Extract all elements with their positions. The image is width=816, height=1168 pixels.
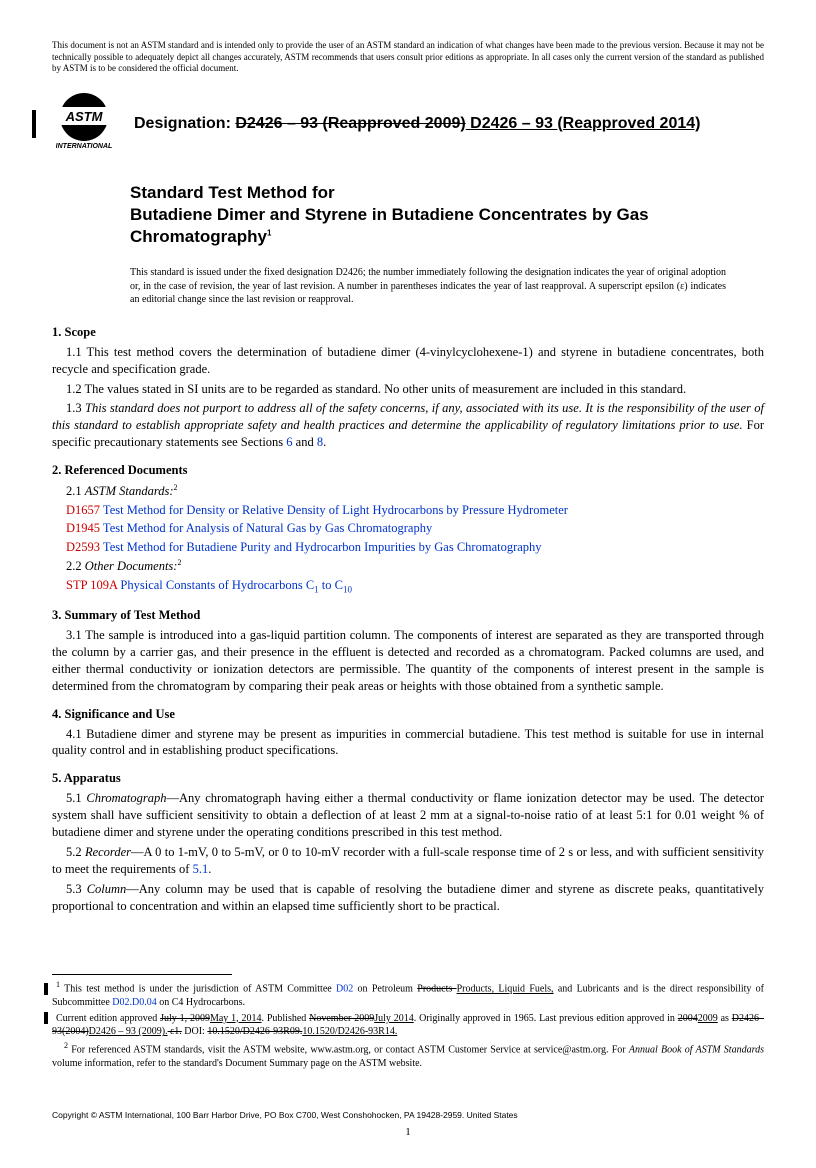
ref-d1657[interactable]: D1657 Test Method for Density or Relativ… xyxy=(52,502,764,520)
section-4-head: 4. Significance and Use xyxy=(52,707,764,722)
section-2-head: 2. Referenced Documents xyxy=(52,463,764,478)
designation-old: D2426 – 93 (Reapproved 2009) xyxy=(235,115,465,132)
designation-new: D2426 – 93 (Reapproved 2014) xyxy=(466,115,701,132)
astm-logo: ASTM INTERNATIONAL xyxy=(56,93,122,154)
ref-other-heading: 2.2 Other Documents:2 xyxy=(52,557,764,576)
footnotes-block: 1 This test method is under the jurisdic… xyxy=(52,980,764,1070)
designation-header: ASTM INTERNATIONAL Designation: D2426 – … xyxy=(52,93,764,154)
ref-stp109a[interactable]: STP 109A Physical Constants of Hydrocarb… xyxy=(52,577,764,596)
ref-d1945[interactable]: D1945 Test Method for Analysis of Natura… xyxy=(52,520,764,538)
para-5-1: 5.1 Chromatograph—Any chromatograph havi… xyxy=(52,790,764,841)
change-bar-icon xyxy=(44,1012,48,1024)
para-5-2: 5.2 Recorder—A 0 to 1-mV, 0 to 5-mV, or … xyxy=(52,844,764,878)
para-3-1: 3.1 The sample is introduced into a gas-… xyxy=(52,627,764,695)
change-bar-icon xyxy=(44,983,48,995)
para-5-3: 5.3 Column—Any column may be used that i… xyxy=(52,881,764,915)
ref-d2593[interactable]: D2593 Test Method for Butadiene Purity a… xyxy=(52,539,764,557)
standard-title: Standard Test Method for Butadiene Dimer… xyxy=(130,182,764,248)
link-d02[interactable]: D02 xyxy=(336,984,353,995)
page-number: 1 xyxy=(52,1126,764,1138)
designation-text: Designation: D2426 – 93 (Reapproved 2009… xyxy=(134,115,700,133)
section-5-head: 5. Apparatus xyxy=(52,771,764,786)
section-3-head: 3. Summary of Test Method xyxy=(52,608,764,623)
para-4-1: 4.1 Butadiene dimer and styrene may be p… xyxy=(52,726,764,760)
change-bar-icon xyxy=(32,110,36,138)
para-1-3: 1.3 This standard does not purport to ad… xyxy=(52,400,764,451)
section-1-head: 1. Scope xyxy=(52,325,764,340)
svg-text:ASTM: ASTM xyxy=(65,109,104,124)
para-1-2: 1.2 The values stated in SI units are to… xyxy=(52,381,764,398)
footnote-rule xyxy=(52,974,232,978)
header-disclaimer: This document is not an ASTM standard an… xyxy=(52,40,764,75)
link-5-1[interactable]: 5.1 xyxy=(193,862,209,876)
issued-note: This standard is issued under the fixed … xyxy=(130,266,726,307)
link-d02d004[interactable]: D02.D0.04 xyxy=(112,997,156,1008)
para-1-1: 1.1 This test method covers the determin… xyxy=(52,344,764,378)
ref-astm-heading: 2.1 ASTM Standards:2 xyxy=(52,482,764,501)
svg-text:INTERNATIONAL: INTERNATIONAL xyxy=(56,143,112,149)
copyright-line: Copyright © ASTM International, 100 Barr… xyxy=(52,1110,764,1120)
